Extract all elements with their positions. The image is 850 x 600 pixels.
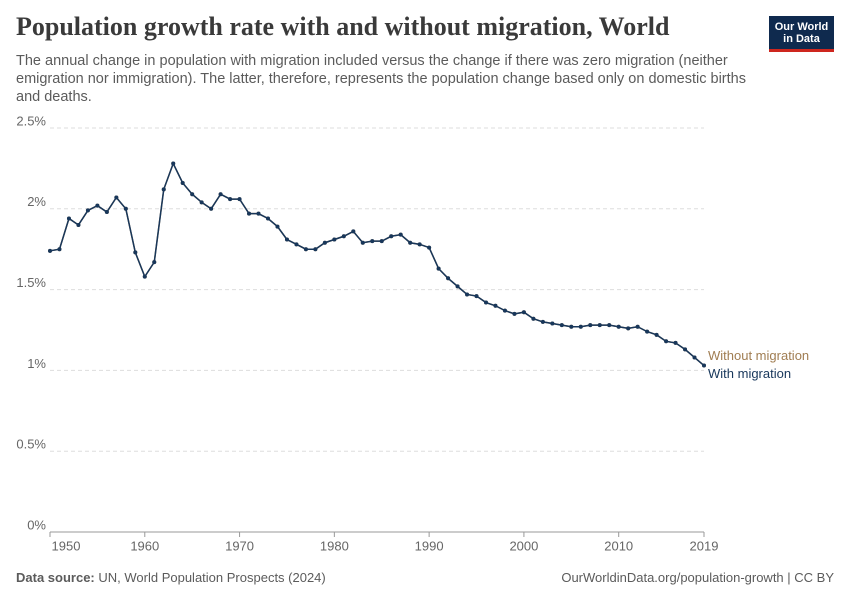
x-tick-label: 1970 <box>225 538 254 553</box>
point <box>341 234 346 239</box>
point <box>95 203 100 208</box>
point <box>209 206 214 211</box>
point <box>436 266 441 271</box>
x-tick-label: 2010 <box>604 538 633 553</box>
point <box>133 250 138 255</box>
point <box>635 324 640 329</box>
point <box>275 224 280 229</box>
point <box>360 240 365 245</box>
point <box>521 310 526 315</box>
chart-title: Population growth rate with and without … <box>16 12 670 41</box>
point <box>76 222 81 227</box>
point <box>455 284 460 289</box>
point <box>322 240 327 245</box>
point <box>379 239 384 244</box>
point <box>104 210 109 215</box>
point <box>266 216 270 221</box>
point <box>417 242 422 247</box>
x-tick-label: 1950 <box>52 538 81 553</box>
point <box>228 197 233 202</box>
series-label: With migration <box>708 366 791 381</box>
point <box>57 247 62 252</box>
point <box>550 321 555 326</box>
point <box>569 324 574 329</box>
y-tick-label: 0.5% <box>16 437 46 452</box>
point <box>180 180 185 185</box>
y-tick-label: 0% <box>27 517 46 532</box>
point <box>626 326 631 331</box>
point <box>294 242 299 247</box>
line <box>49 161 705 367</box>
x-tick-label: 2019 <box>690 538 719 553</box>
point <box>540 319 545 324</box>
point <box>66 216 71 221</box>
logo-line: in Data <box>783 33 820 45</box>
point <box>607 323 612 328</box>
point <box>465 292 470 297</box>
point <box>474 294 479 299</box>
point <box>654 332 659 337</box>
point <box>531 316 536 321</box>
line <box>49 161 705 367</box>
point <box>171 161 176 166</box>
y-tick-label: 2.5% <box>16 113 46 128</box>
point <box>597 323 602 328</box>
point <box>351 229 356 234</box>
point <box>247 211 252 216</box>
point <box>645 329 650 334</box>
point <box>692 355 697 360</box>
point <box>218 192 223 197</box>
x-tick-label: 1990 <box>415 538 444 553</box>
point <box>332 237 337 242</box>
point <box>502 308 507 313</box>
point <box>664 339 669 344</box>
point <box>578 324 583 329</box>
y-tick-label: 1.5% <box>16 275 46 290</box>
point <box>161 187 166 192</box>
y-tick-label: 2% <box>27 194 46 209</box>
x-tick-label: 1980 <box>320 538 349 553</box>
point <box>398 232 403 237</box>
point <box>313 247 318 252</box>
point <box>284 237 289 242</box>
point <box>142 274 147 279</box>
point <box>48 248 52 253</box>
source-text[interactable]: UN, World Population Prospects (2024) <box>98 570 326 585</box>
point <box>683 347 688 352</box>
point <box>493 303 498 308</box>
source: Data source: UN, World Population Prospe… <box>16 570 326 585</box>
point <box>85 208 90 213</box>
point <box>559 323 564 328</box>
source-label: Data source: <box>16 570 95 585</box>
point <box>673 340 678 345</box>
point <box>190 192 195 197</box>
point <box>370 239 375 244</box>
logo-line: Our World <box>774 21 829 33</box>
point <box>123 206 128 211</box>
point <box>427 245 432 250</box>
point <box>408 240 413 245</box>
point <box>389 234 394 239</box>
point <box>152 260 157 265</box>
point <box>512 311 517 316</box>
point <box>616 324 621 329</box>
chart-subtitle: The annual change in population with mig… <box>16 53 746 105</box>
point <box>237 197 242 202</box>
point <box>256 211 261 216</box>
x-tick-label: 1960 <box>130 538 159 553</box>
point <box>199 200 204 205</box>
logo[interactable]: Our World in Data <box>769 16 834 52</box>
point <box>446 276 451 281</box>
y-tick-label: 1% <box>27 356 46 371</box>
series-label: Without migration <box>708 348 809 363</box>
point <box>303 247 308 252</box>
point <box>588 323 593 328</box>
point <box>114 195 119 200</box>
point <box>484 300 488 305</box>
footer-link[interactable]: OurWorldinData.org/population-growth | C… <box>561 570 834 585</box>
x-tick-label: 2000 <box>509 538 538 553</box>
point <box>702 363 706 368</box>
